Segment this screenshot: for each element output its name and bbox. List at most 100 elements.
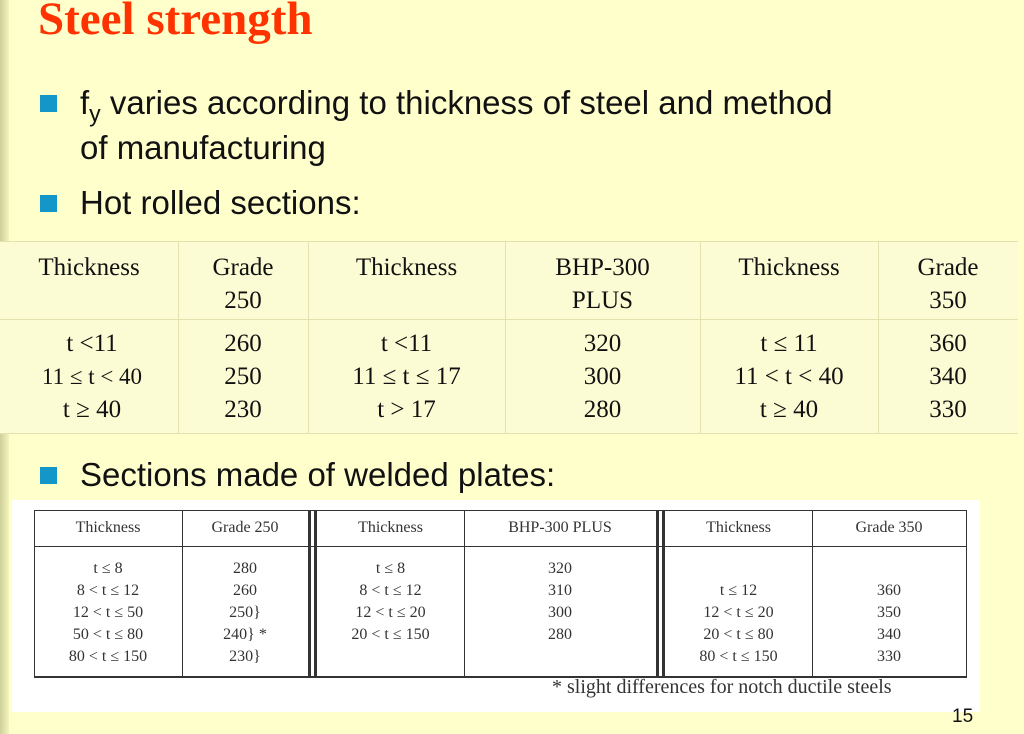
header-cell: Thickness bbox=[0, 251, 178, 284]
header-text: 350 bbox=[929, 287, 967, 314]
value: 8 < t ≤ 12 bbox=[76, 582, 140, 599]
value: 250 bbox=[224, 363, 262, 390]
slide-title: Steel strength bbox=[38, 0, 313, 45]
double-divider bbox=[662, 510, 665, 678]
value: 50 < t ≤ 80 bbox=[72, 626, 144, 643]
value: 12 < t ≤ 20 bbox=[703, 604, 774, 621]
value: 80 < t ≤ 150 bbox=[699, 648, 778, 665]
value: 360 bbox=[877, 582, 901, 599]
welded-header: Grade 350 bbox=[855, 519, 923, 536]
header-cell: Grade 350 bbox=[878, 251, 1018, 317]
header-cell: Thickness bbox=[308, 251, 505, 284]
value: 280 bbox=[233, 560, 257, 577]
fy-symbol: f bbox=[80, 84, 90, 121]
value: 20 < t ≤ 150 bbox=[351, 626, 430, 643]
value: 240} * bbox=[223, 626, 267, 643]
header-text: Grade bbox=[917, 254, 979, 281]
bullet-fy-line1: fy varies according to thickness of stee… bbox=[80, 81, 833, 136]
page-number: 15 bbox=[952, 706, 974, 727]
table-border bbox=[966, 510, 967, 678]
value: 300 bbox=[548, 604, 572, 621]
column-divider bbox=[505, 242, 506, 433]
header-text: Thickness bbox=[355, 254, 458, 281]
value bbox=[665, 558, 812, 580]
welded-column: t ≤ 8 8 < t ≤ 12 12 < t ≤ 50 50 < t ≤ 80… bbox=[34, 558, 182, 668]
column-divider bbox=[878, 242, 879, 433]
bullet-square-icon bbox=[40, 195, 57, 212]
bullet-welded: Sections made of welded plates: bbox=[80, 456, 556, 493]
value: t ≤ 11 bbox=[760, 330, 818, 357]
value: 330 bbox=[877, 648, 901, 665]
value: 340 bbox=[929, 363, 967, 390]
value: 310 bbox=[548, 582, 572, 599]
value: 280 bbox=[583, 396, 622, 423]
header-text: BHP-300 bbox=[555, 254, 650, 281]
value: t ≥ 40 bbox=[759, 396, 819, 423]
value: 230} bbox=[229, 648, 261, 665]
bullet-fy-line2: of manufacturing bbox=[80, 129, 326, 166]
data-cell: 320 300 280 bbox=[505, 327, 700, 426]
double-divider bbox=[314, 510, 317, 678]
double-divider bbox=[656, 510, 659, 678]
welded-column: 280 260 250} 240} * 230} bbox=[182, 558, 308, 668]
table-border bbox=[34, 676, 966, 678]
value: 11 ≤ t ≤ 17 bbox=[352, 363, 461, 390]
header-text: Thickness bbox=[738, 254, 840, 281]
value: t <11 bbox=[380, 330, 433, 357]
value: t > 17 bbox=[377, 396, 436, 423]
column-divider bbox=[700, 242, 701, 433]
data-cell: t ≤ 11 11 < t < 40 t ≥ 40 bbox=[700, 327, 878, 426]
bullet-square-icon bbox=[40, 467, 57, 484]
table-border bbox=[34, 546, 966, 547]
value: t ≤ 12 bbox=[719, 582, 758, 599]
welded-header: BHP-300 PLUS bbox=[508, 519, 612, 536]
value: 320 bbox=[548, 560, 572, 577]
welded-plates-table: Thickness Grade 250 Thickness BHP-300 PL… bbox=[12, 500, 980, 712]
hot-rolled-table: Thickness Grade 250 Thickness BHP-300 PL… bbox=[0, 241, 1018, 434]
bullet-fy-text: varies according to thickness of steel a… bbox=[100, 84, 833, 121]
welded-header: Thickness bbox=[706, 519, 771, 536]
value: 350 bbox=[877, 604, 901, 621]
header-cell: BHP-300 PLUS bbox=[505, 251, 700, 317]
value: 20 < t ≤ 80 bbox=[703, 626, 774, 643]
data-cell: 260 250 230 bbox=[178, 327, 308, 426]
table-border bbox=[34, 510, 35, 678]
bullet-square-icon bbox=[40, 95, 57, 112]
value: 320 bbox=[583, 330, 622, 357]
header-text: PLUS bbox=[571, 287, 634, 314]
welded-header: Thickness bbox=[358, 519, 423, 536]
value: t ≤ 8 bbox=[375, 560, 406, 577]
fy-subscript: y bbox=[89, 100, 101, 127]
value: 80 < t ≤ 150 bbox=[68, 648, 148, 665]
table-border bbox=[34, 510, 966, 511]
column-divider bbox=[182, 510, 183, 678]
value bbox=[812, 558, 966, 580]
welded-column: t ≤ 8 8 < t ≤ 12 12 < t ≤ 20 20 < t ≤ 15… bbox=[317, 558, 464, 646]
header-cell: Thickness bbox=[700, 251, 878, 284]
table-divider bbox=[0, 319, 1018, 320]
header-text: Thickness bbox=[38, 254, 140, 281]
welded-column: 320 310 300 280 bbox=[464, 558, 656, 646]
value: t ≥ 40 bbox=[62, 396, 122, 423]
data-cell: t <11 11 ≤ t ≤ 17 t > 17 bbox=[308, 327, 505, 426]
column-divider bbox=[178, 242, 179, 433]
value: 11 < t < 40 bbox=[734, 363, 844, 390]
value: 250} bbox=[229, 604, 261, 621]
double-divider bbox=[308, 510, 311, 678]
value: 12 < t ≤ 20 bbox=[355, 604, 426, 621]
column-divider bbox=[308, 242, 309, 433]
value: 360 bbox=[929, 330, 967, 357]
data-cell: t <11 11 ≤ t < 40 t ≥ 40 bbox=[0, 327, 184, 426]
value: t <11 bbox=[66, 330, 118, 357]
value: 280 bbox=[548, 626, 572, 643]
value: 260 bbox=[233, 582, 257, 599]
value: 300 bbox=[583, 363, 622, 390]
column-divider bbox=[812, 510, 813, 678]
data-cell: 360 340 330 bbox=[878, 327, 1018, 426]
welded-header: Thickness bbox=[75, 519, 141, 536]
value: 330 bbox=[929, 396, 967, 423]
value: 230 bbox=[224, 396, 262, 423]
value: 8 < t ≤ 12 bbox=[359, 582, 422, 599]
welded-column: 360 350 340 330 bbox=[812, 558, 966, 668]
value: 11 ≤ t < 40 bbox=[41, 364, 143, 389]
